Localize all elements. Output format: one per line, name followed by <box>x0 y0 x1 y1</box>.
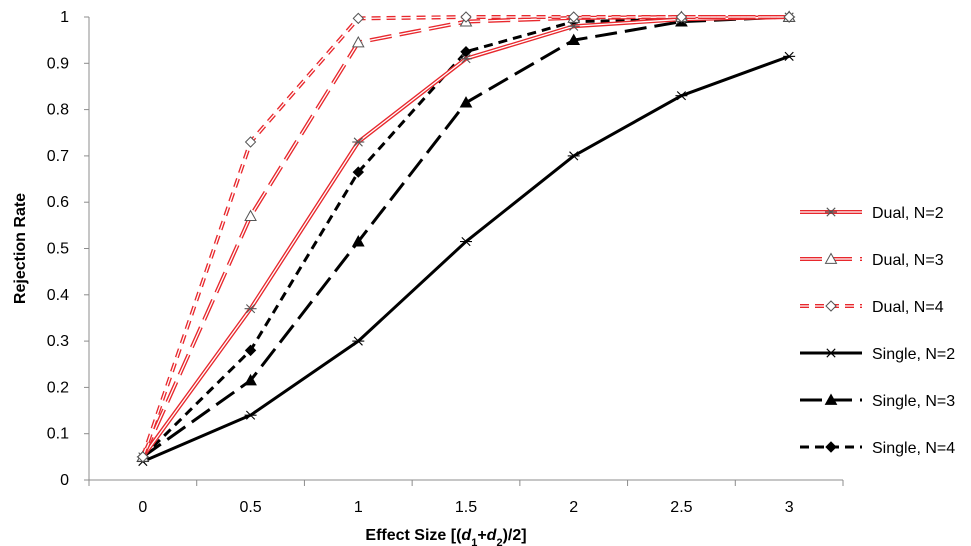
legend-item: Single, N=4 <box>800 440 955 457</box>
data-point <box>567 33 581 46</box>
legend-item: Single, N=3 <box>800 393 955 410</box>
y-tick-label: 0.8 <box>47 102 69 119</box>
data-point <box>567 151 580 161</box>
data-point <box>244 344 257 357</box>
x-tick-label: 0 <box>138 499 147 516</box>
data-point <box>244 304 257 314</box>
data-point <box>783 51 796 61</box>
marker-stroke <box>461 54 471 64</box>
x-axis-title-part: Effect Size [( <box>365 527 462 544</box>
data-point <box>244 373 257 386</box>
legend-item: Dual, N=4 <box>800 299 944 316</box>
data-point <box>567 21 580 31</box>
x-tick-label: 2 <box>569 499 578 516</box>
data-point <box>352 336 365 346</box>
marker-stroke <box>676 91 687 101</box>
legend-label: Dual, N=4 <box>872 299 944 316</box>
data-point <box>137 451 149 463</box>
legend-marker <box>825 207 837 217</box>
x-axis-title-part: + <box>477 527 486 544</box>
x-axis-title-part: 2 <box>496 537 502 546</box>
marker-stroke <box>245 304 256 314</box>
y-tick-label: 0.2 <box>47 379 69 396</box>
legend-marker <box>825 348 837 358</box>
data-point <box>352 12 364 25</box>
data-point <box>460 54 472 64</box>
data-point <box>244 136 257 148</box>
marker-stroke <box>826 207 836 217</box>
data-point <box>244 410 257 420</box>
y-tick-label: 1 <box>60 9 69 26</box>
y-tick-label: 0.1 <box>47 426 69 443</box>
legend-label: Single, N=4 <box>872 440 955 457</box>
data-point <box>783 11 795 23</box>
series-line <box>141 15 790 458</box>
series-4 <box>136 10 796 462</box>
legend-label: Single, N=3 <box>872 393 955 410</box>
marker-stroke <box>826 348 836 358</box>
data-point <box>244 209 257 221</box>
data-point <box>351 235 365 247</box>
legend-item: Single, N=2 <box>800 346 955 363</box>
y-tick-label: 0.6 <box>47 194 69 211</box>
legend-marker <box>825 300 837 312</box>
series-2 <box>137 11 795 463</box>
legend-item: Dual, N=2 <box>800 205 944 222</box>
x-axis-title-part: )/2] <box>503 527 527 544</box>
x-tick-label: 1 <box>354 499 363 516</box>
marker-stroke <box>353 137 363 147</box>
y-axis-title: Rejection Rate <box>12 193 29 304</box>
y-tick-label: 0.9 <box>47 55 69 72</box>
data-point <box>459 96 473 108</box>
marker-stroke <box>461 236 471 247</box>
data-point <box>351 35 365 48</box>
marker-stroke <box>569 151 579 161</box>
data-point <box>568 11 580 23</box>
series-lines <box>136 10 796 467</box>
legend-marker <box>824 393 838 405</box>
data-point <box>352 166 364 178</box>
x-tick-label: 3 <box>785 499 794 516</box>
legend: Dual, N=2 Dual, N=3 Dual, N=4 Single, N=2 Si… <box>800 205 955 457</box>
marker-stroke <box>784 51 794 61</box>
y-tick-label: 0.3 <box>47 333 69 350</box>
marker-stroke <box>245 410 256 420</box>
series-1 <box>136 10 796 462</box>
legend-label: Single, N=2 <box>872 346 955 363</box>
y-tick-label: 0.4 <box>47 287 69 304</box>
x-axis-title-part: d <box>487 527 498 544</box>
data-point <box>460 11 472 23</box>
x-tick-label: 2.5 <box>670 499 692 516</box>
series-5 <box>137 11 795 463</box>
x-axis-title-part: d <box>461 527 472 544</box>
data-point <box>460 236 472 247</box>
legend-marker <box>824 252 838 264</box>
y-tick-label: 0 <box>60 472 69 489</box>
series-line <box>142 54 790 463</box>
data-point <box>352 137 365 147</box>
series-3 <box>136 51 796 467</box>
x-axis-title: Effect Size [(d1+d2)/2] <box>365 527 526 546</box>
legend-label: Dual, N=2 <box>872 205 944 222</box>
series-0 <box>136 12 796 462</box>
marker-stroke <box>353 336 363 346</box>
legend-label: Dual, N=3 <box>872 252 944 269</box>
y-tick-label: 0.5 <box>47 241 69 258</box>
y-tick-label: 0.7 <box>47 148 69 165</box>
legend-item: Dual, N=3 <box>800 252 944 269</box>
data-point <box>675 91 688 101</box>
axes: 0 0.1 0.2 0.3 0.4 0.5 0.6 0.7 0.8 0.9 1 0 0.5 1 1.5 2 2.… <box>12 9 844 546</box>
data-point <box>675 11 688 23</box>
x-tick-label: 1.5 <box>455 499 477 516</box>
legend-marker <box>825 441 837 453</box>
x-axis-title-part: 1 <box>471 537 477 546</box>
marker-stroke <box>569 21 579 31</box>
x-tick-label: 0.5 <box>239 499 261 516</box>
